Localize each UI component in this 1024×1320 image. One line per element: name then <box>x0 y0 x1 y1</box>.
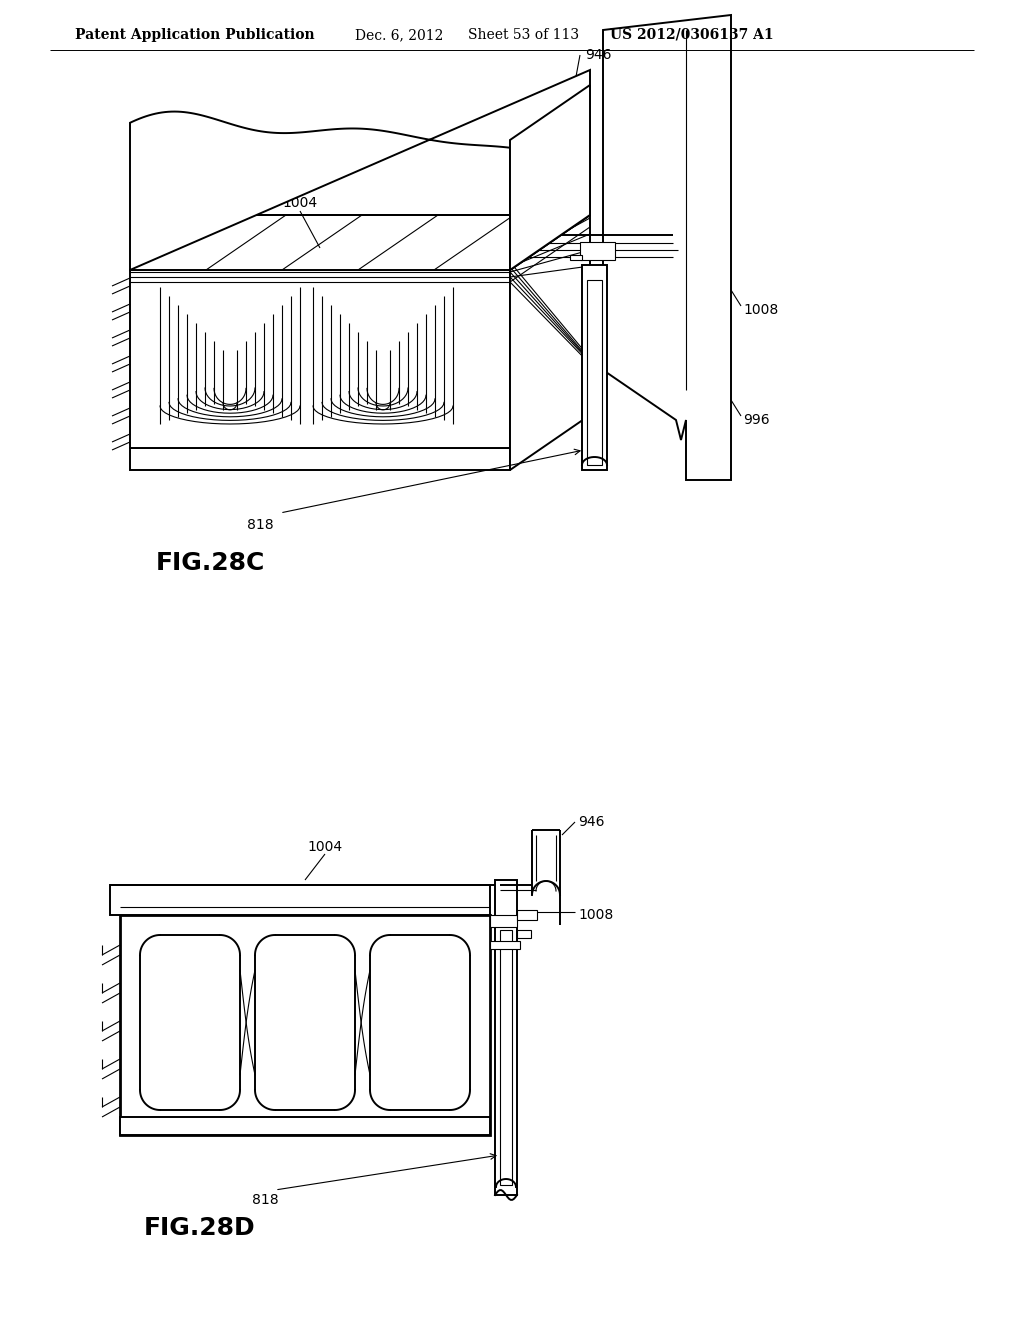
Bar <box>587 280 602 465</box>
Bar <box>120 1117 490 1135</box>
Polygon shape <box>130 70 590 271</box>
Bar <box>570 255 582 260</box>
Polygon shape <box>510 84 590 271</box>
Bar <box>517 931 531 939</box>
Text: US 2012/0306137 A1: US 2012/0306137 A1 <box>610 28 773 42</box>
Text: FIG.28D: FIG.28D <box>144 1216 256 1239</box>
Bar <box>517 909 537 920</box>
Polygon shape <box>510 215 590 470</box>
Text: Sheet 53 of 113: Sheet 53 of 113 <box>468 28 580 42</box>
Bar <box>495 880 517 1195</box>
Text: Patent Application Publication: Patent Application Publication <box>75 28 314 42</box>
Text: Dec. 6, 2012: Dec. 6, 2012 <box>355 28 443 42</box>
Text: FIG.28C: FIG.28C <box>156 550 264 576</box>
Text: 1008: 1008 <box>743 304 778 317</box>
Polygon shape <box>603 15 731 480</box>
Text: 818: 818 <box>252 1193 279 1206</box>
Bar <box>490 941 520 949</box>
Text: 1004: 1004 <box>307 840 343 854</box>
Bar <box>500 931 512 1185</box>
Polygon shape <box>130 215 590 271</box>
Text: 818: 818 <box>247 517 273 532</box>
Bar <box>580 242 615 260</box>
Text: 946: 946 <box>585 48 611 62</box>
Text: 946: 946 <box>578 814 604 829</box>
Bar <box>130 271 510 447</box>
Bar <box>120 915 490 1135</box>
Text: 1008: 1008 <box>578 908 613 921</box>
Bar <box>582 265 607 470</box>
Text: 1004: 1004 <box>283 195 317 210</box>
Text: 996: 996 <box>743 413 770 426</box>
Bar <box>490 915 517 927</box>
Bar <box>110 884 490 915</box>
Bar <box>130 447 510 470</box>
